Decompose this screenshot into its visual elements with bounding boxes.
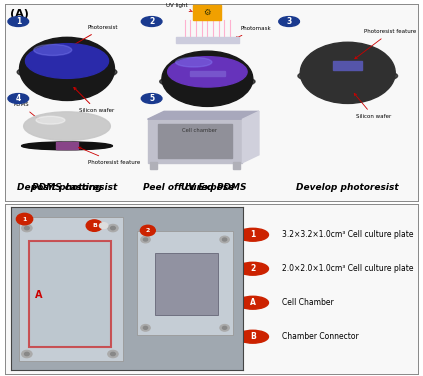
Circle shape: [141, 324, 150, 331]
Circle shape: [111, 352, 115, 356]
Ellipse shape: [300, 42, 395, 103]
Text: 2: 2: [149, 17, 154, 26]
Circle shape: [22, 224, 32, 232]
Ellipse shape: [298, 68, 398, 84]
Bar: [155, 253, 218, 315]
Circle shape: [16, 213, 33, 225]
Text: Photoresist feature: Photoresist feature: [79, 147, 140, 165]
Polygon shape: [242, 111, 259, 163]
Ellipse shape: [24, 112, 110, 141]
Polygon shape: [148, 111, 259, 119]
Circle shape: [279, 17, 299, 26]
Text: (A): (A): [10, 9, 29, 19]
Circle shape: [8, 17, 29, 26]
Circle shape: [222, 238, 227, 241]
Ellipse shape: [176, 58, 212, 67]
Text: ⚙: ⚙: [203, 8, 211, 17]
Circle shape: [237, 262, 269, 275]
FancyBboxPatch shape: [176, 37, 239, 42]
Text: 5: 5: [149, 94, 154, 103]
Circle shape: [141, 236, 150, 243]
FancyBboxPatch shape: [137, 230, 233, 335]
Polygon shape: [158, 124, 232, 158]
Ellipse shape: [25, 44, 109, 78]
Circle shape: [8, 94, 29, 103]
Text: 2.0×2.0×1.0cm³ Cell culture plate: 2.0×2.0×1.0cm³ Cell culture plate: [282, 264, 413, 273]
Text: 3.2×3.2×1.0cm³ Cell culture plate: 3.2×3.2×1.0cm³ Cell culture plate: [282, 230, 413, 239]
Text: Photomask: Photomask: [236, 26, 271, 38]
Circle shape: [143, 326, 148, 329]
Text: 4: 4: [16, 94, 21, 103]
Text: Cell Chamber: Cell Chamber: [282, 298, 333, 307]
Circle shape: [25, 352, 29, 356]
Text: 1: 1: [22, 217, 27, 221]
Text: PDMS: PDMS: [14, 102, 39, 120]
Circle shape: [86, 220, 102, 231]
Text: A: A: [250, 298, 256, 307]
Circle shape: [108, 224, 118, 232]
Circle shape: [222, 326, 227, 329]
FancyBboxPatch shape: [193, 5, 221, 20]
Circle shape: [108, 350, 118, 358]
FancyBboxPatch shape: [56, 141, 78, 149]
Ellipse shape: [168, 57, 247, 87]
Ellipse shape: [34, 44, 72, 56]
Ellipse shape: [36, 116, 65, 124]
Circle shape: [143, 238, 148, 241]
FancyBboxPatch shape: [190, 71, 225, 76]
Text: Peel off cured PDMS: Peel off cured PDMS: [143, 183, 247, 192]
Text: Develop photoresist: Develop photoresist: [297, 183, 399, 192]
Circle shape: [237, 228, 269, 241]
Bar: [151, 162, 157, 168]
Text: UV light: UV light: [166, 3, 192, 12]
Circle shape: [99, 223, 108, 229]
Circle shape: [220, 236, 229, 243]
Ellipse shape: [22, 142, 113, 150]
Text: B: B: [250, 332, 255, 341]
Text: Deposit photoresist: Deposit photoresist: [17, 183, 117, 192]
Circle shape: [141, 94, 162, 103]
Circle shape: [237, 330, 269, 343]
FancyBboxPatch shape: [333, 61, 362, 70]
Text: Chamber Connector: Chamber Connector: [282, 332, 358, 341]
Text: PDMS casting: PDMS casting: [32, 183, 102, 192]
Ellipse shape: [17, 64, 117, 81]
Circle shape: [220, 324, 229, 331]
Ellipse shape: [19, 37, 115, 100]
Ellipse shape: [160, 74, 255, 89]
Text: 2: 2: [250, 264, 255, 273]
Circle shape: [237, 296, 269, 309]
Text: Photoresist feature: Photoresist feature: [355, 29, 417, 59]
Ellipse shape: [162, 51, 253, 106]
Bar: [29, 241, 111, 347]
Text: 1: 1: [16, 17, 21, 26]
Circle shape: [111, 226, 115, 230]
Circle shape: [141, 17, 162, 26]
Text: B: B: [92, 223, 97, 228]
FancyBboxPatch shape: [19, 217, 124, 361]
Text: Cell chamber: Cell chamber: [181, 127, 217, 133]
Bar: [233, 162, 239, 168]
Text: 3: 3: [286, 17, 292, 26]
Text: 2: 2: [146, 228, 150, 233]
Text: Silicon wafer: Silicon wafer: [74, 88, 115, 113]
Circle shape: [140, 225, 155, 236]
Polygon shape: [148, 119, 242, 163]
Circle shape: [22, 350, 32, 358]
Text: Silicon wafer: Silicon wafer: [354, 94, 391, 119]
Text: A: A: [35, 290, 42, 300]
Text: 1: 1: [250, 230, 255, 239]
Circle shape: [25, 226, 29, 230]
Text: (B): (B): [10, 208, 29, 218]
Text: Photoresist: Photoresist: [66, 26, 118, 49]
Text: UV Expose: UV Expose: [181, 183, 234, 192]
